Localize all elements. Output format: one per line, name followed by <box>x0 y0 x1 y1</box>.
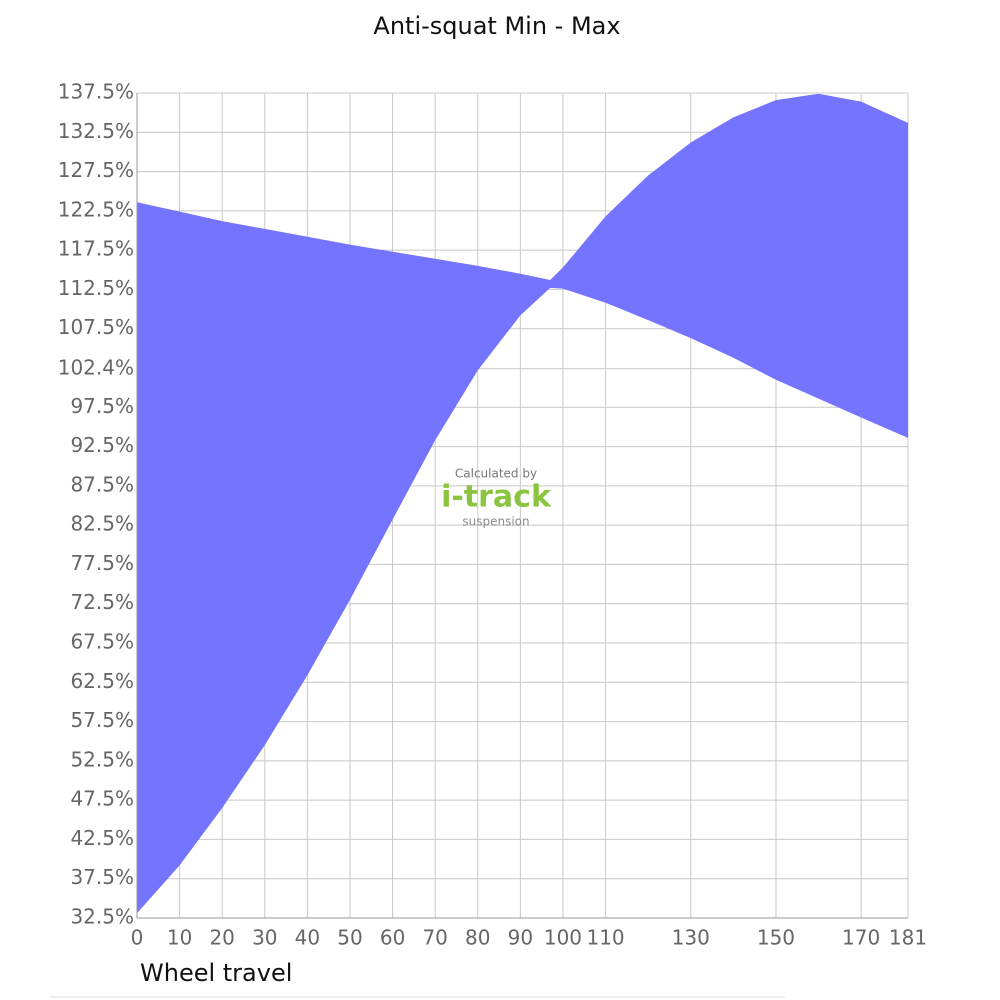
y-tick-label: 42.5% <box>70 826 134 850</box>
y-tick-label: 77.5% <box>70 551 134 575</box>
y-tick-label: 132.5% <box>58 119 134 143</box>
y-tick-label: 102.4% <box>58 355 134 379</box>
x-tick-label: 130 <box>672 926 710 950</box>
watermark-brand: i-track <box>441 480 552 515</box>
watermark-bottom: suspension <box>462 515 529 529</box>
y-tick-label: 52.5% <box>70 747 134 771</box>
x-tick-label: 70 <box>422 926 447 950</box>
y-tick-label: 107.5% <box>58 315 134 339</box>
x-tick-label: 60 <box>380 926 405 950</box>
x-tick-label: 30 <box>252 926 277 950</box>
x-tick-label: 170 <box>842 926 880 950</box>
y-tick-label: 127.5% <box>58 158 134 182</box>
y-tick-label: 57.5% <box>70 708 134 732</box>
y-tick-label: 92.5% <box>70 433 134 457</box>
x-tick-label: 110 <box>586 926 624 950</box>
y-tick-label: 32.5% <box>70 905 134 929</box>
y-tick-label: 87.5% <box>70 472 134 496</box>
y-tick-label: 97.5% <box>70 394 134 418</box>
x-tick-label: 40 <box>295 926 320 950</box>
y-tick-label: 47.5% <box>70 787 134 811</box>
watermark-top: Calculated by <box>455 467 537 481</box>
x-tick-label: 10 <box>167 926 192 950</box>
x-tick-label: 50 <box>337 926 362 950</box>
x-tick-label: 90 <box>508 926 533 950</box>
y-tick-label: 117.5% <box>58 237 134 261</box>
x-tick-label: 100 <box>544 926 582 950</box>
y-tick-label: 37.5% <box>70 865 134 889</box>
y-tick-label: 62.5% <box>70 669 134 693</box>
y-tick-label: 67.5% <box>70 630 134 654</box>
chart-title: Anti-squat Min - Max <box>373 12 620 40</box>
y-tick-label: 137.5% <box>58 80 134 104</box>
y-tick-label: 72.5% <box>70 590 134 614</box>
y-tick-label: 112.5% <box>58 276 134 300</box>
x-tick-label: 20 <box>209 926 234 950</box>
range-band <box>137 93 908 914</box>
x-axis-label: Wheel travel <box>140 959 292 987</box>
x-tick-label: 181 <box>889 926 927 950</box>
y-tick-label: 122.5% <box>58 197 134 221</box>
x-tick-label: 0 <box>131 926 144 950</box>
x-tick-label: 150 <box>757 926 795 950</box>
y-tick-label: 82.5% <box>70 512 134 536</box>
x-tick-label: 80 <box>465 926 490 950</box>
